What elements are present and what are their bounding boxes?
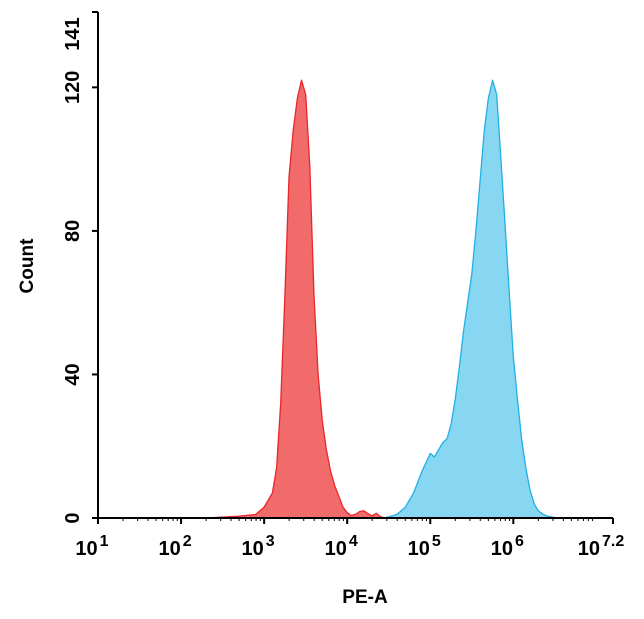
x-tick-label: 10 3 [242, 533, 275, 560]
y-axis-ticks: 0 40 80 120 141 [62, 11, 98, 524]
y-tick-label: 141 [62, 17, 84, 50]
histogram-series-1 [205, 79, 386, 519]
histogram-series-2 [383, 79, 560, 519]
y-tick-label: 120 [62, 71, 84, 104]
x-axis-title: PE-A [342, 587, 388, 608]
y-tick-label: 40 [62, 363, 84, 385]
x-tick-label: 10 1 [75, 533, 108, 560]
x-tick-label: 10 6 [491, 533, 524, 560]
histogram-areas [205, 79, 560, 519]
axes [97, 12, 613, 519]
y-tick-label: 80 [62, 220, 84, 242]
x-axis-ticks: 10 1 10 2 10 3 10 4 10 5 10 6 10 7.2 [75, 518, 624, 560]
x-tick-label: 10 5 [408, 533, 441, 560]
x-tick-label: 10 7.2 [578, 533, 625, 560]
x-tick-label: 10 2 [158, 533, 191, 560]
x-tick-label: 10 4 [325, 533, 358, 560]
y-axis-title: Count [17, 238, 38, 294]
y-tick-label: 0 [62, 512, 84, 523]
